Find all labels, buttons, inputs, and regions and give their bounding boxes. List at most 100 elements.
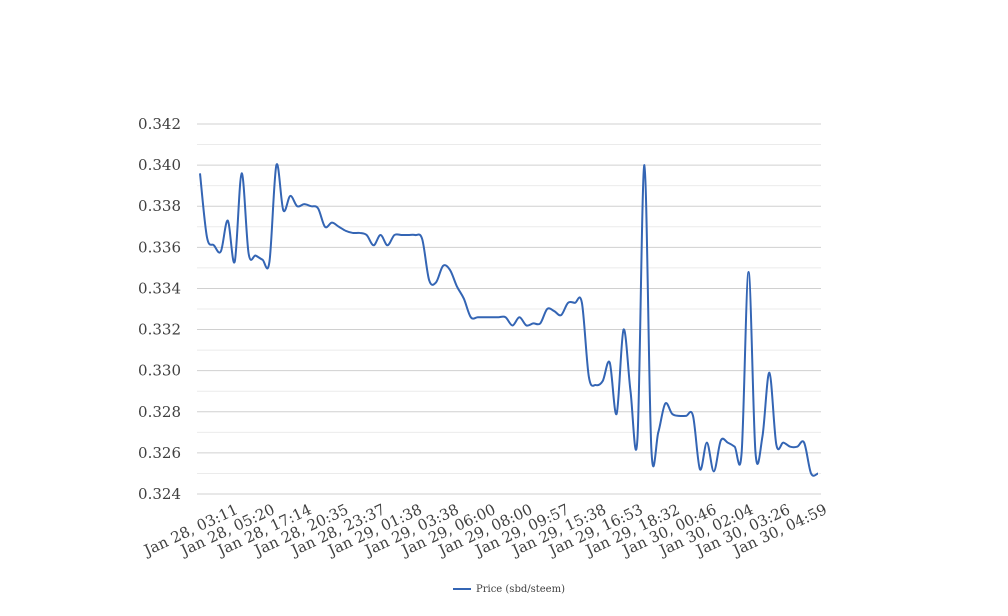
data-point	[740, 451, 743, 454]
data-point	[705, 441, 708, 444]
data-point	[775, 443, 778, 446]
data-point	[268, 260, 271, 263]
data-point	[254, 254, 257, 257]
data-point	[782, 441, 785, 444]
y-tick-label: 0.336	[138, 238, 181, 256]
data-point	[226, 219, 229, 222]
data-point	[261, 258, 264, 261]
y-tick-label: 0.328	[138, 403, 181, 421]
data-point	[622, 328, 625, 331]
data-point	[803, 441, 806, 444]
data-point	[275, 164, 278, 167]
data-point	[664, 402, 667, 405]
data-point	[435, 281, 438, 284]
data-point	[407, 234, 410, 237]
data-point	[657, 431, 660, 434]
data-point	[810, 472, 813, 475]
data-point	[754, 451, 757, 454]
data-point	[546, 308, 549, 311]
y-tick-label: 0.342	[138, 115, 181, 133]
data-point	[199, 172, 202, 175]
data-point	[421, 238, 424, 241]
y-tick-label: 0.326	[138, 444, 181, 462]
data-point	[497, 316, 500, 319]
data-point	[629, 390, 632, 393]
data-point	[303, 203, 306, 206]
data-point	[615, 412, 618, 415]
data-point	[483, 316, 486, 319]
data-point	[310, 205, 313, 208]
data-point	[504, 316, 507, 319]
data-point	[317, 207, 320, 210]
data-point	[455, 285, 458, 288]
data-point	[671, 412, 674, 415]
legend-label: Price (sbd/steem)	[476, 584, 565, 595]
data-point	[761, 435, 764, 438]
data-point	[372, 244, 375, 247]
data-point	[337, 225, 340, 228]
data-point	[608, 361, 611, 364]
data-point	[539, 322, 542, 325]
data-point	[469, 316, 472, 319]
data-point	[712, 470, 715, 473]
data-point	[240, 172, 243, 175]
gridlines	[197, 123, 821, 495]
y-tick-label: 0.332	[138, 321, 181, 339]
data-point	[525, 324, 528, 327]
data-point	[636, 437, 639, 440]
data-point	[817, 472, 820, 475]
data-point	[560, 314, 563, 317]
y-tick-label: 0.338	[138, 197, 181, 215]
data-point	[789, 445, 792, 448]
data-point	[358, 231, 361, 234]
data-point	[462, 297, 465, 300]
data-point	[698, 468, 701, 471]
data-point	[553, 310, 556, 313]
series-layer	[199, 163, 820, 477]
data-point	[393, 234, 396, 237]
data-point	[448, 268, 451, 271]
data-point	[282, 209, 285, 212]
data-point	[587, 375, 590, 378]
legend: Price (sbd/steem)	[453, 584, 565, 595]
data-point	[247, 252, 250, 255]
data-point	[573, 301, 576, 304]
data-point	[351, 231, 354, 234]
data-point	[289, 194, 292, 197]
y-axis-ticks: 0.324 0.326 0.328 0.330 0.332 0.334 0.336 0.338…	[138, 115, 181, 503]
y-tick-label: 0.334	[138, 279, 181, 297]
data-point	[296, 205, 299, 208]
data-point	[719, 439, 722, 442]
data-point	[726, 441, 729, 444]
data-point	[344, 229, 347, 232]
data-point	[476, 316, 479, 319]
data-point	[490, 316, 493, 319]
data-point	[330, 221, 333, 224]
y-tick-label: 0.330	[138, 362, 181, 380]
data-point	[365, 234, 368, 237]
data-point	[205, 236, 208, 239]
data-point	[567, 301, 570, 304]
data-point	[212, 244, 215, 247]
data-point	[768, 371, 771, 374]
data-point	[594, 384, 597, 387]
data-point	[678, 414, 681, 417]
data-point	[692, 414, 695, 417]
data-point	[643, 164, 646, 167]
data-point	[233, 260, 236, 263]
data-point	[650, 447, 653, 450]
data-point	[747, 271, 750, 274]
data-point	[414, 234, 417, 237]
data-point	[580, 301, 583, 304]
data-point	[323, 225, 326, 228]
data-point	[685, 414, 688, 417]
data-point	[428, 279, 431, 282]
y-tick-label: 0.340	[138, 156, 181, 174]
data-point	[733, 445, 736, 448]
data-point	[219, 250, 222, 253]
data-point	[400, 234, 403, 237]
series-line-price	[199, 163, 819, 477]
data-point	[601, 379, 604, 382]
